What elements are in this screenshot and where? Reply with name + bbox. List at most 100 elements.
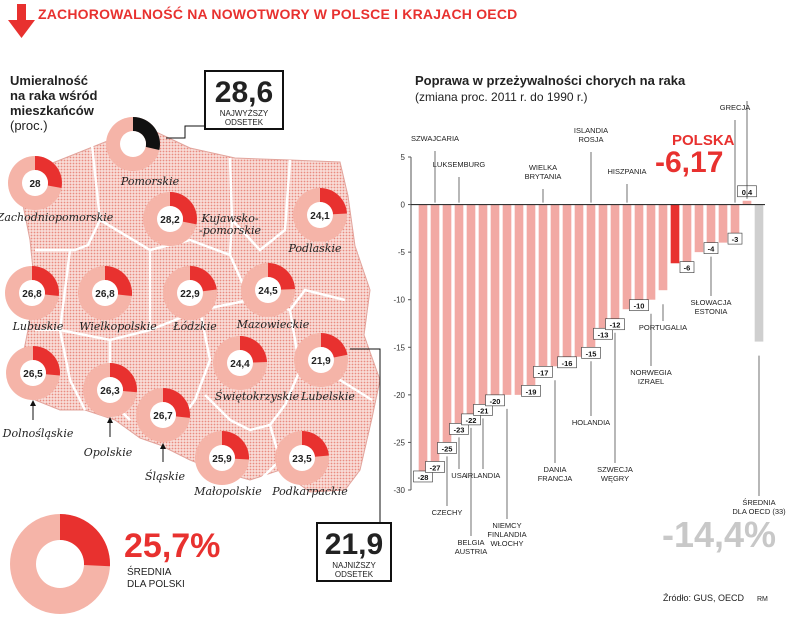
author: RM <box>757 596 768 603</box>
annotation-label: CZECHY <box>432 508 463 517</box>
map-title-line: na raka wśród <box>10 88 98 103</box>
region-donut-8: 26,5 <box>6 346 60 400</box>
y-tick-label: 0 <box>401 201 406 210</box>
chart-subtitle: (zmiana proc. 2011 r. do 1990 r.) <box>415 90 588 104</box>
donut-hole <box>255 277 281 303</box>
bar <box>682 204 692 262</box>
chart-title: Poprawa w przeżywalności chorych na raka <box>415 73 686 88</box>
bar-value-box <box>703 242 719 254</box>
donut-hole <box>97 377 123 403</box>
region-value: 24,4 <box>230 359 250 370</box>
region-name: Lubuskie <box>12 320 64 333</box>
region-donut-3: 24,1 <box>293 188 347 242</box>
annotation-label: PORTUGALIA <box>639 323 687 332</box>
bar-value-box <box>437 442 457 454</box>
max-callout: 28,6 NAJWYŻSZY ODSETEK <box>204 70 284 130</box>
region-value: 24,1 <box>310 211 330 222</box>
bar <box>442 204 452 443</box>
donut-wedge <box>60 514 110 567</box>
annotation-label: SŁOWACJA <box>691 298 732 307</box>
max-label-line: ODSETEK <box>224 118 264 127</box>
region-donut-11: 24,4 <box>213 336 267 390</box>
bar-value-box <box>521 385 541 397</box>
region-donut-12: 21,9 <box>294 333 348 387</box>
bar <box>586 204 596 348</box>
region-donut-10: 26,7 <box>136 388 191 442</box>
annotation-label: BRYTANIA <box>525 172 562 181</box>
bar-value-label: -6 <box>684 264 691 273</box>
donut-wedge <box>320 188 347 215</box>
region-name: Dolnośląskie <box>2 427 74 440</box>
bar-value-label: -21 <box>478 406 489 415</box>
map-unit: (proc.) <box>10 118 48 133</box>
annotation-label: GRECJA <box>720 103 750 112</box>
donut-hole <box>307 202 333 228</box>
region-name: Małopolskie <box>193 485 262 498</box>
bar <box>670 204 680 264</box>
annotation-label: ROSJA <box>578 135 603 144</box>
bar-value-box <box>593 327 613 340</box>
annotation-label: SZWAJCARIA <box>411 134 459 143</box>
bar <box>538 204 548 367</box>
bar <box>646 204 656 300</box>
donut-hole <box>227 350 253 376</box>
bar-value-box <box>413 470 433 483</box>
annotation-label: WŁOCHY <box>491 539 524 548</box>
bar <box>526 204 536 386</box>
annotation-label: BELGIA <box>457 538 484 547</box>
annotation-label: NORWEGIA <box>630 368 672 377</box>
bar-value-box <box>629 299 649 312</box>
region-name: Świętokrzyskie <box>215 389 300 403</box>
donut-hole <box>92 280 118 306</box>
annotation-label: FRANCJA <box>538 474 573 483</box>
region-donut-7: 24,5 <box>241 262 295 317</box>
map-title-line: Umieralność <box>10 73 89 88</box>
region-value: 22,9 <box>180 289 200 300</box>
region-name: Łódzkie <box>172 320 217 333</box>
bar <box>454 204 464 424</box>
annotation-label: SZWECJA <box>597 465 633 474</box>
source: Źródło: GUS, OECD <box>663 593 745 603</box>
donut-hole <box>157 206 183 232</box>
bar <box>658 204 668 291</box>
y-tick-label: -10 <box>393 296 405 305</box>
bar-value-box <box>485 394 505 407</box>
region-arrow-head <box>160 443 166 449</box>
annotation-label: LUKSEMBURG <box>433 160 486 169</box>
region-value: 26,5 <box>23 369 43 380</box>
bar-value-label: 0,4 <box>742 188 753 197</box>
bar <box>562 204 572 357</box>
donut-hole <box>19 280 45 306</box>
bar <box>418 204 428 471</box>
polska-value: -6,17 <box>655 146 724 179</box>
min-label-line: ODSETEK <box>334 570 374 579</box>
bar <box>718 204 728 243</box>
annotation-label: FINLANDIA <box>487 530 526 539</box>
region-donut-13: 25,9 <box>195 430 250 485</box>
bar-value-box <box>557 356 577 369</box>
region-name: Zachodniopomorskie <box>0 211 114 224</box>
region-donut-6: 22,9 <box>163 266 217 320</box>
region-name: Lubelskie <box>300 390 355 403</box>
region-value: 21,9 <box>311 356 331 367</box>
bar-value-label: -13 <box>598 330 609 339</box>
average-label: ŚREDNIA DLA POLSKI <box>127 567 185 591</box>
annotation-label: AUSTRIA <box>455 547 488 556</box>
annotation-label: DLA OECD (33) <box>732 507 786 516</box>
bar <box>706 204 716 243</box>
region-donut-2: 28,2 <box>143 192 198 246</box>
bar-value-box <box>461 413 481 426</box>
donut-wedge <box>32 265 60 297</box>
bar <box>610 204 620 319</box>
donut-wedge <box>163 388 191 418</box>
average-donut-ring <box>10 514 110 614</box>
max-value: 28,6 <box>214 76 274 109</box>
bar-value-label: -20 <box>490 397 501 406</box>
annotation-label: HISZPANIA <box>607 167 646 176</box>
bar-value-label: -28 <box>418 473 429 482</box>
annotation-label: WIELKA <box>529 163 557 172</box>
average-donut <box>10 514 110 614</box>
bar-value-box <box>679 261 695 273</box>
annotation-label: ISLANDIA <box>574 126 608 135</box>
